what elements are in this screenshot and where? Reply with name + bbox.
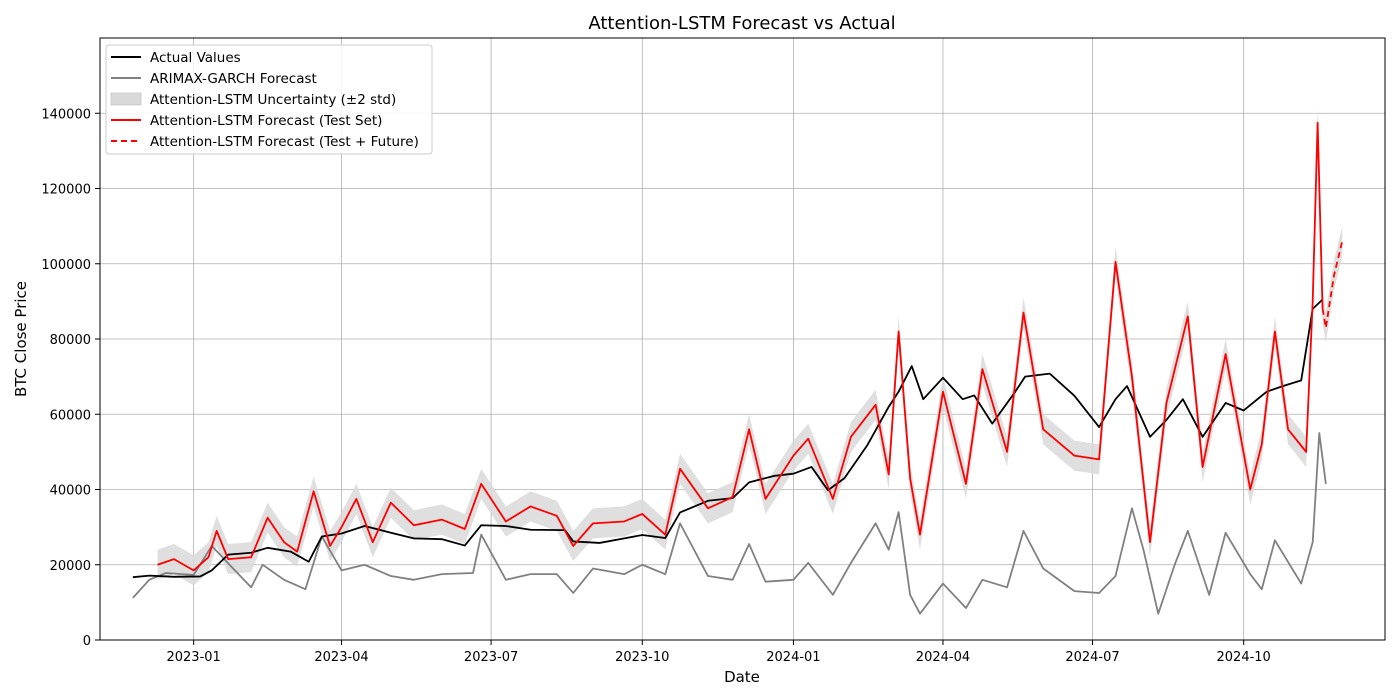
x-tick-label: 2024-07 bbox=[1065, 650, 1119, 665]
x-axis: 2023-01 2023-04 2023-07 2023-10 2024-01 2024-… bbox=[166, 640, 1271, 665]
uncertainty-band-area bbox=[157, 107, 1343, 586]
y-tick-label: 140000 bbox=[41, 107, 91, 122]
y-tick-label: 0 bbox=[83, 634, 91, 649]
x-tick-label: 2023-04 bbox=[314, 650, 368, 665]
y-tick-label: 20000 bbox=[50, 559, 91, 574]
y-tick-label: 60000 bbox=[50, 408, 91, 423]
series-line-attention-lstm-forecast-test-future bbox=[1321, 240, 1344, 329]
x-tick-label: 2023-10 bbox=[615, 650, 669, 665]
y-axis-label: BTC Close Price bbox=[12, 281, 30, 397]
y-tick-label: 120000 bbox=[41, 183, 91, 198]
legend-label: Attention-LSTM Forecast (Test Set) bbox=[150, 113, 382, 129]
x-tick-label: 2024-04 bbox=[916, 650, 970, 665]
series-line-actual-values bbox=[132, 298, 1324, 579]
legend: Actual Values ARIMAX-GARCH Forecast Attent… bbox=[105, 44, 433, 155]
y-tick-label: 80000 bbox=[50, 333, 91, 348]
y-tick-label: 40000 bbox=[50, 484, 91, 499]
series-line-attention-lstm-forecast-test-set bbox=[157, 121, 1324, 572]
series-line-arimax-garch-forecast bbox=[132, 432, 1327, 615]
chart-title: Attention-LSTM Forecast vs Actual bbox=[588, 13, 895, 34]
x-tick-label: 2024-01 bbox=[766, 650, 820, 665]
series-layer bbox=[132, 121, 1344, 615]
x-tick-label: 2024-10 bbox=[1217, 650, 1271, 665]
legend-label: Actual Values bbox=[150, 50, 241, 66]
y-tick-label: 100000 bbox=[41, 258, 91, 273]
legend-label: ARIMAX-GARCH Forecast bbox=[150, 71, 317, 87]
x-tick-label: 2023-07 bbox=[464, 650, 518, 665]
legend-swatch bbox=[110, 92, 142, 106]
legend-box bbox=[105, 44, 433, 155]
legend-label: Attention-LSTM Forecast (Test + Future) bbox=[150, 134, 419, 150]
uncertainty-band bbox=[157, 107, 1343, 586]
x-axis-label: Date bbox=[724, 668, 760, 686]
x-tick-label: 2023-01 bbox=[166, 650, 220, 665]
y-axis: 0 20000 40000 60000 80000 100000 120000 140000 bbox=[41, 107, 100, 649]
legend-label: Attention-LSTM Uncertainty (±2 std) bbox=[150, 92, 396, 108]
